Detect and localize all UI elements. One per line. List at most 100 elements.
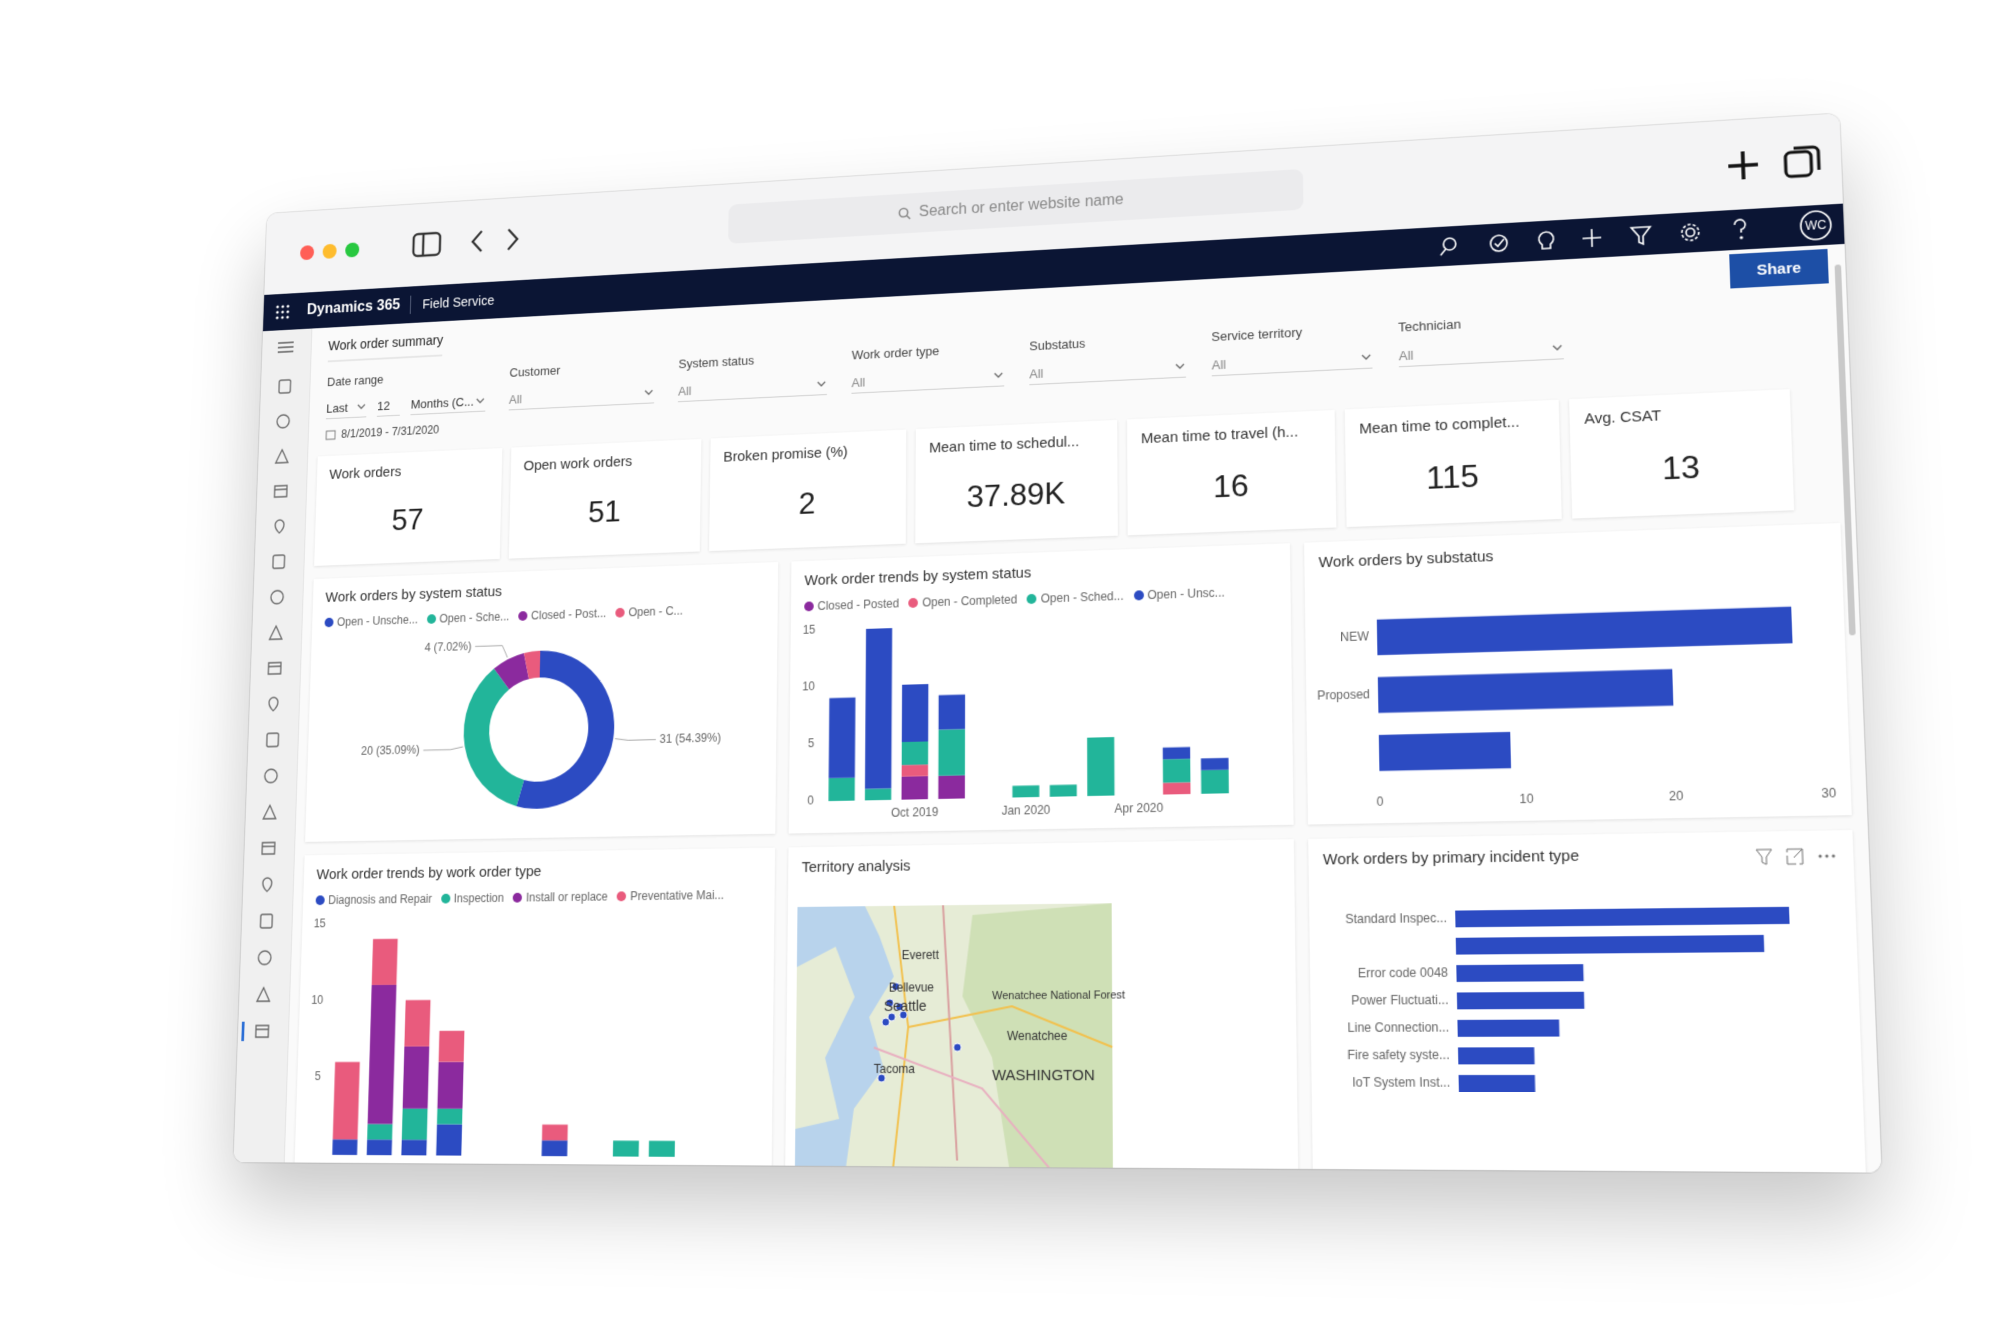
x-tick-label: Jan 2020 [1002, 804, 1051, 818]
filter-button[interactable] [1631, 227, 1650, 245]
more-options-icon[interactable] [1818, 854, 1822, 858]
nav-icon[interactable] [271, 590, 284, 603]
search-button[interactable] [1440, 238, 1456, 256]
forward-button[interactable] [503, 225, 521, 254]
date-mode-select[interactable]: Last [325, 396, 367, 420]
kpi-card[interactable]: Work orders 57 [314, 448, 503, 566]
dropdown[interactable]: All [851, 364, 1005, 394]
minimize-button[interactable] [322, 243, 337, 259]
chevron [358, 404, 365, 408]
icon-shape [260, 914, 272, 928]
more-options-icon[interactable] [1831, 854, 1836, 858]
sidebar-toggle[interactable] [411, 230, 442, 259]
back-button[interactable] [468, 227, 486, 256]
legend-label: Diagnosis and Repair [328, 892, 433, 907]
dropdown[interactable]: All [1029, 355, 1186, 386]
legend-swatch [324, 617, 334, 628]
legend-item[interactable]: Open - Unsche... [324, 613, 418, 629]
leader-line [475, 645, 508, 658]
y-category-label: Power Fluctuati... [1351, 994, 1448, 1008]
menu-icon[interactable] [278, 347, 294, 348]
legend-item[interactable]: Closed - Post... [518, 606, 606, 622]
bar-segment [1239, 792, 1268, 794]
legend-swatch [615, 607, 625, 618]
share-button[interactable]: Share [1729, 248, 1829, 289]
tasks-button[interactable] [1490, 235, 1507, 252]
kpi-card[interactable]: Avg. CSAT 13 [1569, 389, 1795, 519]
kpi-card[interactable]: Mean time to schedul... 37.89K [915, 419, 1118, 544]
legend-label: Open - Sched... [1040, 588, 1124, 606]
help-button[interactable] [1734, 219, 1745, 238]
legend-item[interactable]: Inspection [440, 891, 504, 905]
chart-title: Work orders by substatus [1318, 547, 1494, 572]
page-tab[interactable]: Work order summary [327, 332, 444, 363]
app-bar: Dynamics 365 Field Service WC [262, 203, 1845, 332]
legend-item[interactable]: Open - Completed [908, 593, 1017, 610]
legend-item[interactable]: Diagnosis and Repair [315, 892, 432, 907]
nav-icon[interactable] [270, 626, 283, 640]
kpi-label: Work orders [329, 463, 402, 483]
new-button[interactable] [1582, 229, 1601, 248]
date-unit-select[interactable]: Months (C... [410, 390, 486, 416]
chevron-icon [1551, 341, 1564, 354]
more-options-icon[interactable] [1825, 854, 1829, 858]
legend-item[interactable]: Closed - Posted [804, 597, 899, 614]
kpi-card[interactable]: Open work orders 51 [508, 438, 702, 559]
legend-item[interactable]: Open - Sched... [1027, 589, 1124, 606]
kpi-card[interactable]: Mean time to travel (h... 16 [1127, 409, 1337, 536]
nav-icon[interactable] [269, 697, 278, 710]
kpi-card[interactable]: Broken promise (%) 2 [709, 429, 907, 552]
nav-icon[interactable] [265, 769, 278, 783]
dropdown[interactable]: All [1398, 336, 1564, 368]
nav-icon[interactable] [275, 520, 284, 533]
date-range-text: 8/1/2019 - 7/31/2020 [325, 421, 485, 442]
bar-segment [937, 728, 965, 776]
legend-item[interactable]: Open - Sche... [426, 610, 509, 626]
close-button[interactable] [299, 245, 315, 261]
nav-icon[interactable] [257, 988, 270, 1002]
nav-icon[interactable] [273, 555, 285, 568]
new-tab-button[interactable] [1723, 146, 1762, 184]
nav-icon[interactable] [263, 805, 276, 819]
menu-icon[interactable] [278, 342, 294, 343]
nav-icon[interactable] [277, 415, 290, 428]
nav-icon[interactable] [256, 1025, 269, 1037]
legend-item[interactable]: Preventative Mai... [617, 888, 724, 903]
chart-title: Work order trends by system status [804, 564, 1032, 590]
nav-icon[interactable] [279, 380, 291, 393]
map-land [795, 946, 856, 1130]
brand-name[interactable]: Dynamics 365 [306, 297, 401, 318]
app-launcher[interactable] [275, 304, 290, 320]
legend-item[interactable]: Install or replace [513, 890, 608, 905]
zoom-button[interactable] [345, 242, 360, 258]
address-bar[interactable]: Search or enter website name [728, 168, 1304, 244]
nav-icon[interactable] [274, 485, 287, 497]
legend-item[interactable]: Open - Unsc... [1133, 586, 1225, 603]
legend-item[interactable]: Open - C... [615, 604, 683, 620]
dropdown[interactable]: All [677, 373, 828, 403]
kpi-card[interactable]: Mean time to complet... 115 [1344, 399, 1562, 528]
map-marker[interactable] [882, 1018, 890, 1026]
dropdown[interactable]: All [1211, 345, 1373, 377]
browser-window: Search or enter website name Dynamics 36… [233, 113, 1882, 1173]
nav-icon[interactable] [276, 450, 289, 463]
chart-plot: Standard Inspec... Error code 0048 Power F… [1345, 906, 1790, 1093]
nav-icon[interactable] [262, 842, 275, 854]
dropdown[interactable]: All [508, 381, 655, 411]
module-name[interactable]: Field Service [422, 292, 495, 312]
nav-icon[interactable] [268, 662, 281, 674]
nav-icon[interactable] [260, 914, 272, 928]
nav-icon[interactable] [267, 733, 279, 747]
map-marker[interactable] [953, 1043, 961, 1051]
tabs-button[interactable] [1781, 140, 1825, 183]
focus-mode-icon[interactable] [1787, 849, 1803, 864]
ideas-button[interactable] [1539, 232, 1554, 249]
bar [1456, 964, 1584, 982]
date-count-input[interactable]: 12 [376, 394, 401, 417]
filter-icon[interactable] [1756, 849, 1772, 864]
bar-segment [1125, 794, 1153, 796]
settings-button[interactable] [1682, 224, 1699, 241]
nav-icon[interactable] [258, 951, 271, 965]
menu-icon[interactable] [278, 351, 294, 352]
nav-icon[interactable] [263, 878, 272, 892]
